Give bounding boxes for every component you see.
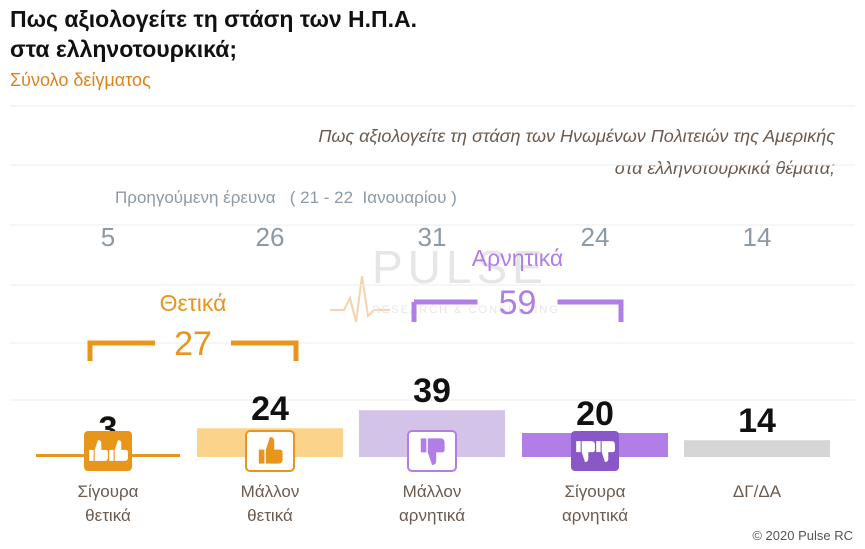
question-line-1: Πως αξιολογείτε τη στάση των Ηνωμένων Πο… (318, 126, 835, 146)
value-label-2: 39 (413, 372, 451, 410)
category-label-2-0: Μάλλον (403, 482, 462, 501)
pulse-watermark: PULSE RESEARCH & CONSULTING (330, 240, 560, 330)
group-label-0: Θετικά (160, 290, 227, 316)
bar-4 (684, 440, 830, 457)
category-label-1-0: Μάλλον (241, 482, 300, 501)
question-text: Πως αξιολογείτε τη στάση των Ηνωμένων Πο… (215, 120, 835, 184)
watermark-word: PULSE (372, 241, 548, 293)
category-label-0-0: Σίγουρα (77, 482, 138, 501)
double-thumbs-down-icon (571, 431, 619, 471)
group-bracket-left-1 (411, 299, 478, 322)
category-label-3-0: Σίγουρα (564, 482, 625, 501)
thumbs-down-icon (407, 430, 457, 472)
group-value-0: 27 (174, 325, 212, 363)
chart-title: Πως αξιολογείτε τη στάση των Η.Π.Α. στα … (10, 4, 417, 64)
copyright: © 2020 Pulse RC (752, 528, 853, 543)
group-bracket-right-1 (557, 299, 624, 322)
category-label-3-1: αρνητικά (562, 506, 628, 525)
previous-value-0: 5 (101, 222, 115, 252)
category-label-0-1: θετικά (85, 506, 131, 525)
group-label-1: Αρνητικά (472, 245, 563, 271)
previous-value-4: 14 (743, 222, 772, 252)
group-bracket-left-0 (87, 340, 155, 361)
previous-value-2: 31 (418, 222, 447, 252)
category-label-1-1: θετικά (247, 506, 293, 525)
group-bracket-right-0 (231, 340, 299, 361)
value-label-4: 14 (738, 402, 776, 440)
category-label-2-1: αρνητικά (399, 506, 465, 525)
thumbs-up-icon (245, 430, 295, 472)
watermark-subtext: RESEARCH & CONSULTING (372, 304, 560, 316)
title-line-1: Πως αξιολογείτε τη στάση των Η.Π.Α. (10, 6, 418, 32)
pulse-line-icon (330, 275, 390, 323)
group-value-1: 59 (499, 284, 537, 322)
question-line-2: στα ελληνοτουρκικά θέματα; (614, 158, 835, 178)
title-line-2: στα ελληνοτουρκικά; (10, 36, 238, 62)
chart-subtitle: Σύνολο δείγματος (10, 70, 151, 90)
previous-survey-label: Προηγούμενη έρευνα ( 21 - 22 Ιανουαρίου … (115, 188, 457, 207)
double-thumbs-up-icon (84, 431, 132, 471)
previous-value-1: 26 (256, 222, 285, 252)
value-label-1: 24 (251, 390, 289, 428)
value-label-3: 20 (576, 395, 614, 433)
category-label-4-0: ΔΓ/ΔΑ (733, 482, 782, 501)
previous-value-3: 24 (581, 222, 610, 252)
